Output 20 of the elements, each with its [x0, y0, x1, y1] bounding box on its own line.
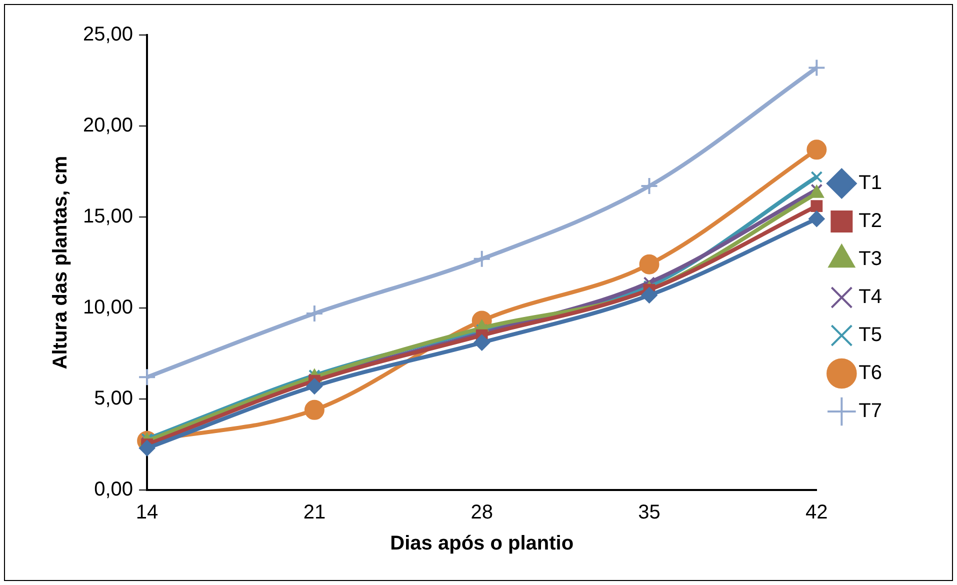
legend-label: T3 [858, 248, 882, 270]
y-tick-label: 0,00 [94, 478, 134, 501]
y-axis-title: Altura das plantas, cm [50, 156, 72, 370]
legend-label: T7 [858, 400, 882, 422]
y-tick-label: 15,00 [82, 206, 134, 228]
x-tick-label: 42 [806, 502, 828, 524]
y-tick-label: 25,00 [82, 24, 134, 46]
y-tick-label: 5,00 [94, 388, 134, 410]
legend-label: T4 [858, 286, 882, 308]
legend-label: T2 [858, 210, 882, 232]
y-tick-label: 20,00 [82, 114, 134, 137]
legend-label: T5 [858, 324, 882, 346]
legend-label: T1 [858, 172, 882, 194]
x-tick-label: 35 [638, 502, 660, 524]
x-axis-title: Dias após o plantio [390, 532, 574, 555]
y-tick-label: 10,00 [82, 296, 134, 319]
x-tick-label: 28 [470, 502, 493, 524]
x-tick-label: 14 [136, 502, 158, 524]
legend-label: T6 [858, 362, 882, 384]
x-tick-label: 21 [303, 502, 326, 524]
